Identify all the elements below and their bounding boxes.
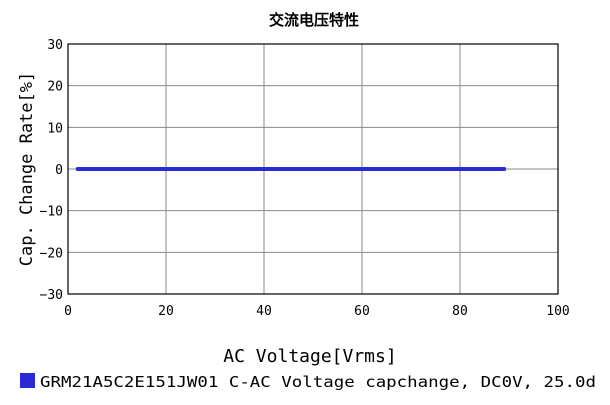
data-point — [262, 167, 266, 171]
data-point — [75, 167, 80, 171]
data-point — [164, 167, 168, 171]
x-tick-label: 20 — [158, 304, 174, 319]
data-point — [502, 167, 507, 171]
y-tick-labels: 30 20 10 0 −10 −20 −30 — [40, 38, 63, 303]
y-tick-label: 20 — [47, 80, 63, 95]
data-point — [115, 167, 119, 171]
x-tick-label: 100 — [546, 304, 569, 319]
y-tick-label: −10 — [40, 205, 63, 220]
x-axis-title: AC Voltage[Vrms] — [223, 346, 396, 367]
data-point — [360, 167, 364, 171]
y-tick-label: 10 — [47, 121, 63, 136]
series-layer — [75, 167, 507, 171]
y-tick-label: 0 — [55, 163, 63, 178]
x-tick-label: 0 — [64, 304, 72, 319]
x-tick-label: 80 — [452, 304, 468, 319]
data-point — [311, 167, 315, 171]
chart-title: 交流电压特性 — [269, 11, 359, 29]
legend-swatch — [20, 373, 35, 388]
y-axis-title: Cap. Change Rate[%] — [17, 72, 37, 266]
plot-area-frame — [67, 43, 559, 295]
x-tick-label: 40 — [256, 304, 272, 319]
data-point — [458, 167, 462, 171]
y-tick-label: 30 — [47, 38, 63, 53]
data-point — [409, 167, 413, 171]
y-tick-label: −20 — [40, 246, 63, 261]
legend: GRM21A5C2E151JW01 C-AC Voltage capchange… — [20, 373, 596, 391]
x-tick-label: 60 — [354, 304, 370, 319]
y-tick-label: −30 — [40, 288, 63, 303]
legend-label: GRM21A5C2E151JW01 C-AC Voltage capchange… — [40, 373, 596, 391]
data-point — [213, 167, 217, 171]
x-tick-labels: 0 20 40 60 80 100 — [64, 304, 570, 319]
